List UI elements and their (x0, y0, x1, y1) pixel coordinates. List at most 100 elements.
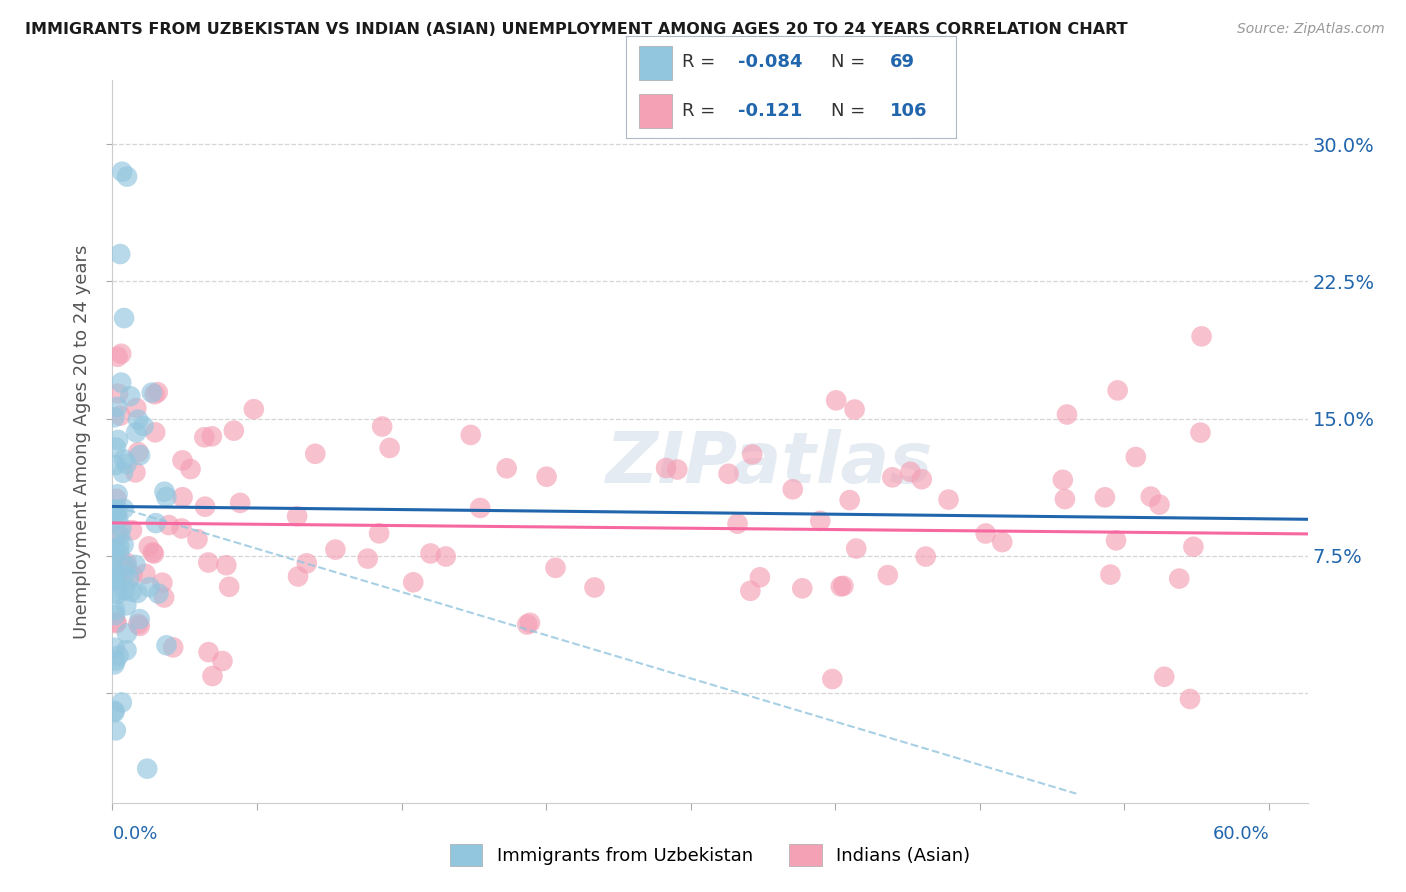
Point (108, 546, 131, 560)
Point (197, 645, 219, 659)
Point (104, 640, 127, 655)
Point (134, 566, 156, 581)
Point (141, 385, 163, 400)
Point (222, 424, 245, 438)
Point (103, 704, 125, 718)
Point (138, 580, 160, 594)
Point (107, 487, 129, 501)
Text: N =: N = (831, 102, 870, 120)
Point (325, 542, 347, 557)
Point (1191, 329, 1213, 343)
Point (112, 501, 135, 516)
Legend: Immigrants from Uzbekistan, Indians (Asian): Immigrants from Uzbekistan, Indians (Asi… (450, 844, 970, 866)
Point (434, 549, 457, 564)
Point (666, 462, 689, 476)
Point (1056, 408, 1078, 422)
Point (186, 532, 208, 546)
Point (104, 603, 127, 617)
Text: R =: R = (682, 102, 721, 120)
Text: IMMIGRANTS FROM UZBEKISTAN VS INDIAN (ASIAN) UNEMPLOYMENT AMONG AGES 20 TO 24 YE: IMMIGRANTS FROM UZBEKISTAN VS INDIAN (AS… (25, 22, 1128, 37)
Point (107, 502, 129, 516)
Point (127, 617, 149, 632)
Point (104, 608, 127, 623)
Point (215, 558, 238, 573)
Point (229, 496, 252, 510)
Point (536, 469, 558, 483)
Y-axis label: Unemployment Among Ages 20 to 24 years: Unemployment Among Ages 20 to 24 years (73, 244, 91, 639)
Point (110, 347, 132, 361)
Point (1105, 533, 1128, 548)
Point (155, 490, 177, 504)
Point (105, 400, 128, 414)
Point (201, 669, 224, 683)
Point (115, 599, 138, 613)
Point (143, 425, 166, 440)
Point (295, 557, 318, 571)
Point (136, 762, 159, 776)
Point (107, 350, 129, 364)
Point (1099, 567, 1122, 582)
Point (124, 558, 146, 572)
Text: 69: 69 (890, 54, 915, 71)
Point (371, 419, 394, 434)
Point (104, 654, 127, 668)
Point (544, 561, 567, 575)
Point (111, 695, 134, 709)
Point (201, 429, 224, 443)
Point (103, 657, 125, 672)
Point (838, 493, 860, 508)
Point (1182, 540, 1205, 554)
Point (792, 582, 814, 596)
Point (170, 521, 193, 535)
Point (105, 587, 128, 601)
Point (162, 640, 184, 655)
Point (107, 433, 129, 447)
Point (125, 425, 148, 440)
Point (103, 410, 125, 425)
Text: ZIPatlas: ZIPatlas (606, 429, 934, 498)
Point (157, 518, 180, 533)
Point (111, 165, 134, 179)
Point (121, 584, 143, 599)
Point (287, 569, 309, 583)
Point (105, 491, 128, 506)
Point (103, 505, 125, 519)
Point (115, 643, 138, 657)
Text: 106: 106 (890, 102, 928, 120)
Point (911, 472, 934, 486)
Point (516, 617, 538, 632)
Point (148, 586, 170, 600)
Text: -0.084: -0.084 (738, 54, 803, 71)
Point (519, 615, 541, 630)
Point (121, 567, 143, 582)
Point (1107, 384, 1129, 398)
Point (243, 402, 266, 417)
Point (115, 169, 138, 184)
Point (103, 563, 125, 577)
Point (104, 571, 127, 585)
FancyBboxPatch shape (638, 46, 672, 79)
Point (1178, 692, 1201, 706)
Point (495, 461, 517, 475)
Point (153, 591, 176, 605)
Point (103, 541, 125, 556)
Point (103, 567, 125, 582)
Point (104, 548, 127, 562)
Point (142, 547, 165, 561)
Point (1052, 473, 1074, 487)
Point (740, 583, 762, 598)
Point (128, 612, 150, 626)
Point (938, 492, 960, 507)
Point (146, 385, 169, 400)
Point (127, 445, 149, 459)
Point (107, 648, 129, 663)
Point (155, 638, 177, 652)
Point (717, 467, 740, 481)
Point (1053, 492, 1076, 507)
Point (114, 583, 136, 598)
Point (115, 457, 138, 471)
Point (1168, 572, 1191, 586)
Point (108, 247, 131, 261)
Point (748, 570, 770, 584)
Point (103, 502, 125, 516)
